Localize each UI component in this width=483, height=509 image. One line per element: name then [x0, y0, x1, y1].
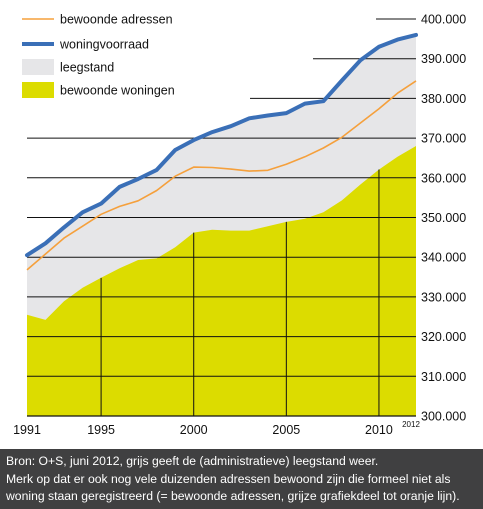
x-tick-label: 2012: [402, 420, 420, 429]
occupied-homes-area: [27, 146, 416, 416]
source-caption: Bron: O+S, juni 2012, grijs geeft de (ad…: [0, 449, 483, 509]
y-tick-labels: 300.000 310.000 320.000 330.000 340.000 350.0…: [421, 13, 466, 424]
gridlines: [27, 18, 416, 417]
series-lines: [25, 32, 418, 271]
legend: bewoonde adressen woningvoorraad leegstand…: [22, 13, 175, 98]
y-tick-label: 350.000: [421, 211, 466, 225]
x-tick-label: 2005: [272, 423, 300, 437]
legend-label: leegstand: [60, 61, 114, 75]
caption-line-2: Merk op dat er ook nog vele duizenden ad…: [6, 471, 451, 486]
legend-label: bewoonde adressen: [60, 13, 173, 27]
y-tick-label: 380.000: [421, 92, 466, 106]
legend-swatch: [22, 82, 54, 98]
y-tick-label: 400.000: [421, 13, 466, 27]
y-tick-label: 390.000: [421, 52, 466, 66]
legend-label: woningvoorraad: [59, 38, 149, 52]
y-tick-label: 310.000: [421, 370, 466, 384]
x-tick-label: 1991: [13, 423, 41, 437]
x-tick-labels: 1991 1995 2000 2005 2010 2012: [13, 420, 420, 437]
x-tick-label: 2010: [365, 423, 393, 437]
y-tick-label: 330.000: [421, 290, 466, 304]
housing-stock-line: [25, 32, 418, 258]
y-tick-label: 320.000: [421, 330, 466, 344]
chart-areas: [27, 34, 416, 417]
y-tick-label: 340.000: [421, 251, 466, 265]
occupied-addresses-line: [26, 80, 417, 271]
y-tick-label: 370.000: [421, 132, 466, 146]
x-tick-label: 1995: [87, 423, 115, 437]
y-tick-label: 300.000: [421, 410, 466, 424]
caption-line-3: woning staan geregistreerd (= bewoonde a…: [6, 489, 460, 503]
legend-label: bewoonde woningen: [60, 84, 175, 98]
housing-chart: 300.000 310.000 320.000 330.000 340.000 350.0…: [13, 13, 466, 438]
y-tick-label: 360.000: [421, 171, 466, 185]
x-tick-label: 2000: [180, 423, 208, 437]
legend-swatch: [22, 59, 54, 75]
caption-line-1: Bron: O+S, juni 2012, grijs geeft de (ad…: [6, 454, 379, 468]
